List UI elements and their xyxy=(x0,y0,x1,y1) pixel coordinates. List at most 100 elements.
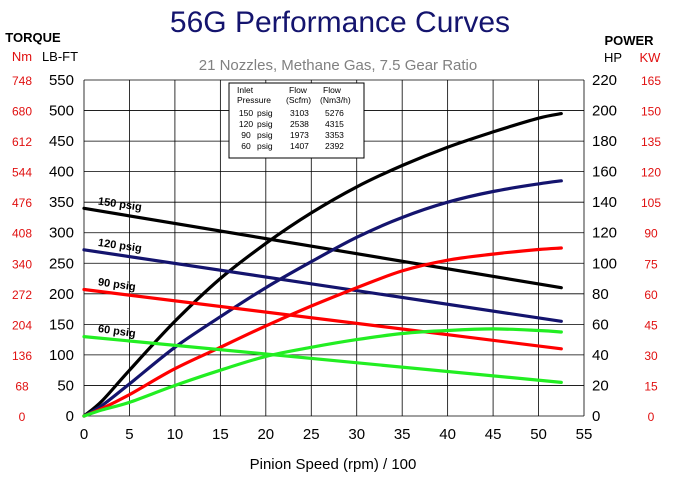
torque-line-90-psig xyxy=(82,287,563,351)
x-tick-label: 35 xyxy=(394,426,411,443)
hp-tick-label: 100 xyxy=(592,255,617,272)
nm-tick-label: 680 xyxy=(12,105,32,119)
lbft-unit-label: LB-FT xyxy=(42,49,78,64)
nm-tick-label: 408 xyxy=(12,227,32,241)
lbft-tick-label: 100 xyxy=(49,347,74,364)
grid xyxy=(83,79,585,417)
x-tick-label: 0 xyxy=(80,426,88,443)
table-cell: 3103 xyxy=(290,108,309,118)
nm-tick-label: 544 xyxy=(12,166,32,180)
nm-tick-label: 0 xyxy=(19,410,26,424)
lbft-tick-label: 200 xyxy=(49,286,74,303)
flow-table-box xyxy=(228,82,365,159)
x-tick-label: 20 xyxy=(257,426,274,443)
nm-tick-label: 612 xyxy=(12,135,32,149)
hp-unit-label: HP xyxy=(604,50,622,65)
torque-line-60-psig xyxy=(82,335,563,384)
x-tick-label: 40 xyxy=(439,426,456,443)
kw-tick-label: 60 xyxy=(644,288,658,302)
x-axis-label: Pinion Speed (rpm) / 100 xyxy=(250,456,417,473)
hp-tick-label: 20 xyxy=(592,377,609,394)
tick-labels: 5505004504003503002502001501005007486806… xyxy=(12,72,661,443)
table-cell: psig xyxy=(257,119,273,129)
kw-tick-label: 150 xyxy=(641,105,661,119)
kw-unit-label: KW xyxy=(640,50,662,65)
x-tick-label: 30 xyxy=(348,426,365,443)
x-tick-label: 55 xyxy=(576,426,593,443)
hp-tick-label: 200 xyxy=(592,103,617,120)
series-label-60-psig: 60 psig xyxy=(97,323,136,340)
torque-line-150-psig xyxy=(82,206,563,290)
nm-tick-label: 204 xyxy=(12,318,32,332)
kw-tick-label: 120 xyxy=(641,166,661,180)
torque-line-120-psig xyxy=(82,248,563,323)
table-header-scfm: (Scfm) xyxy=(286,95,311,105)
table-cell: psig xyxy=(257,141,273,151)
hp-tick-label: 60 xyxy=(592,316,609,333)
kw-tick-label: 30 xyxy=(644,349,658,363)
chart-title: 56G Performance Curves xyxy=(170,6,510,39)
table-cell: 1407 xyxy=(290,141,309,151)
kw-tick-label: 90 xyxy=(644,227,658,241)
lbft-tick-label: 550 xyxy=(49,72,74,89)
lbft-tick-label: 150 xyxy=(49,316,74,333)
x-tick-label: 25 xyxy=(303,426,320,443)
nm-tick-label: 272 xyxy=(12,288,32,302)
flow-table: Inlet Pressure Flow (Scfm) Flow (Nm3/h) … xyxy=(228,82,365,159)
table-cell: psig xyxy=(257,130,273,140)
table-cell: 4315 xyxy=(325,119,344,129)
x-tick-label: 45 xyxy=(485,426,502,443)
power-line-120-psig xyxy=(82,179,563,418)
kw-tick-label: 135 xyxy=(641,135,661,149)
power-header: POWER xyxy=(604,33,654,48)
hp-tick-label: 120 xyxy=(592,225,617,242)
table-header-flow-nm3h: Flow xyxy=(323,85,342,95)
lbft-tick-label: 50 xyxy=(57,377,74,394)
hp-tick-label: 160 xyxy=(592,164,617,181)
x-tick-label: 10 xyxy=(167,426,184,443)
table-header-flow-scfm: Flow xyxy=(289,85,308,95)
torque-header: TORQUE xyxy=(5,30,61,45)
x-tick-label: 15 xyxy=(212,426,229,443)
lbft-tick-label: 250 xyxy=(49,255,74,272)
table-cell: psig xyxy=(257,108,273,118)
table-header-nm3h: (Nm3/h) xyxy=(320,95,351,105)
power-line-90-psig xyxy=(82,246,563,418)
table-cell: 2538 xyxy=(290,119,309,129)
nm-tick-label: 340 xyxy=(12,257,32,271)
table-rows: 150 psig 3103 5276 120 psig 2538 4315 90 psig 1973… xyxy=(239,108,344,151)
kw-tick-label: 105 xyxy=(641,196,661,210)
hp-tick-label: 40 xyxy=(592,347,609,364)
table-cell: 60 xyxy=(241,141,251,151)
hp-tick-label: 140 xyxy=(592,194,617,211)
table-cell: 90 xyxy=(241,130,251,140)
table-cell: 5276 xyxy=(325,108,344,118)
lbft-tick-label: 350 xyxy=(49,194,74,211)
x-tick-label: 5 xyxy=(125,426,133,443)
hp-tick-label: 180 xyxy=(592,133,617,150)
hp-tick-label: 220 xyxy=(592,72,617,89)
nm-tick-label: 476 xyxy=(12,196,32,210)
kw-tick-label: 45 xyxy=(644,318,658,332)
table-cell: 150 xyxy=(239,108,253,118)
lbft-tick-label: 400 xyxy=(49,164,74,181)
lbft-tick-label: 500 xyxy=(49,103,74,120)
lbft-tick-label: 300 xyxy=(49,225,74,242)
table-header-inlet: Inlet xyxy=(237,85,254,95)
table-cell: 3353 xyxy=(325,130,344,140)
table-header-pressure: Pressure xyxy=(237,95,271,105)
series-label-90-psig: 90 psig xyxy=(97,276,136,293)
nm-tick-label: 748 xyxy=(12,74,32,88)
nm-unit-label: Nm xyxy=(12,49,32,64)
table-cell: 120 xyxy=(239,119,253,129)
nm-tick-label: 68 xyxy=(15,379,29,393)
kw-tick-label: 15 xyxy=(644,379,658,393)
kw-tick-label: 75 xyxy=(644,257,658,271)
x-tick-label: 50 xyxy=(530,426,547,443)
table-cell: 1973 xyxy=(290,130,309,140)
lbft-tick-label: 0 xyxy=(66,408,74,425)
lbft-tick-label: 450 xyxy=(49,133,74,150)
nm-tick-label: 136 xyxy=(12,349,32,363)
